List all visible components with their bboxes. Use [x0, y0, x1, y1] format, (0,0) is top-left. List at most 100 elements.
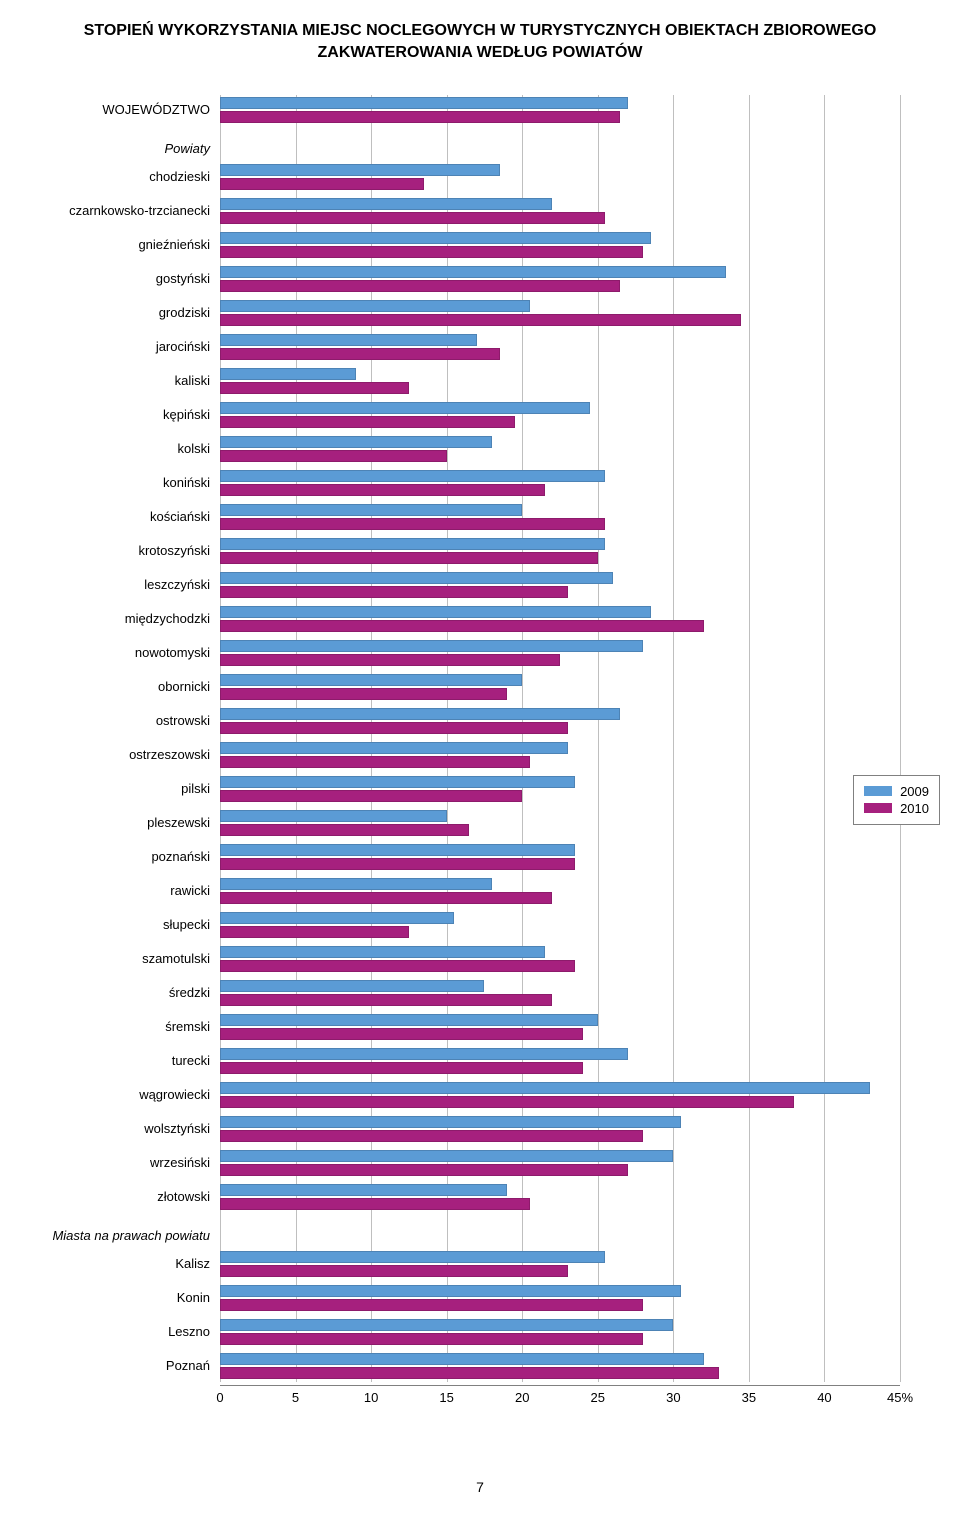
- category-row: kępiński: [220, 400, 900, 431]
- category-label: leszczyński: [25, 578, 210, 592]
- bars-wrap: [220, 1317, 900, 1348]
- category-row: turecki: [220, 1046, 900, 1077]
- category-label: rawicki: [25, 884, 210, 898]
- bar-2009: [220, 198, 552, 210]
- category-row-header: Powiaty: [220, 139, 900, 159]
- bar-2010: [220, 1198, 530, 1210]
- chart-container: WOJEWÓDZTWOPowiatychodzieskiczarnkowsko-…: [30, 95, 930, 1449]
- page-number: 7: [30, 1479, 930, 1495]
- category-label: gostyński: [25, 272, 210, 286]
- bar-2010: [220, 688, 507, 700]
- category-row: rawicki: [220, 876, 900, 907]
- bar-2009: [220, 844, 575, 856]
- category-label: Powiaty: [25, 142, 210, 156]
- bars-wrap: [220, 366, 900, 397]
- category-row: krotoszyński: [220, 536, 900, 567]
- bar-2009: [220, 1048, 628, 1060]
- category-row: chodzieski: [220, 162, 900, 193]
- bar-2009: [220, 164, 500, 176]
- title-line-2: ZAKWATEROWANIA WEDŁUG POWIATÓW: [318, 44, 643, 61]
- bar-2009: [220, 470, 605, 482]
- legend-item: 2010: [864, 801, 929, 816]
- bar-2010: [220, 111, 620, 123]
- bars-wrap: [220, 434, 900, 465]
- x-tick-label: 20: [515, 1390, 529, 1405]
- bar-2010: [220, 552, 598, 564]
- bar-2010: [220, 246, 643, 258]
- category-row: pilski: [220, 774, 900, 805]
- bars-wrap: [220, 1080, 900, 1111]
- bar-2009: [220, 1150, 673, 1162]
- bar-2010: [220, 586, 568, 598]
- bar-2010: [220, 1333, 643, 1345]
- bar-2010: [220, 756, 530, 768]
- bars-wrap: [220, 604, 900, 635]
- bar-2010: [220, 654, 560, 666]
- bars-wrap: [220, 910, 900, 941]
- category-row: Konin: [220, 1283, 900, 1314]
- bar-2009: [220, 810, 447, 822]
- category-label: szamotulski: [25, 952, 210, 966]
- category-label: Poznań: [25, 1359, 210, 1373]
- bar-2009: [220, 640, 643, 652]
- bars-wrap: [220, 468, 900, 499]
- bar-2010: [220, 348, 500, 360]
- bars-wrap: [220, 1114, 900, 1145]
- x-tick-label: 35: [742, 1390, 756, 1405]
- title-line-1: STOPIEŃ WYKORZYSTANIA MIEJSC NOCLEGOWYCH…: [84, 22, 877, 39]
- category-label: ostrzeszowski: [25, 748, 210, 762]
- category-row: gostyński: [220, 264, 900, 295]
- category-row: wrzesiński: [220, 1148, 900, 1179]
- bar-2010: [220, 1130, 643, 1142]
- bars-wrap: [220, 570, 900, 601]
- category-row: wągrowiecki: [220, 1080, 900, 1111]
- category-row: kościański: [220, 502, 900, 533]
- category-label: gnieźnieński: [25, 238, 210, 252]
- category-label: pleszewski: [25, 816, 210, 830]
- bar-2010: [220, 892, 552, 904]
- category-label: pilski: [25, 782, 210, 796]
- plot-area: WOJEWÓDZTWOPowiatychodzieskiczarnkowsko-…: [220, 95, 900, 1382]
- bar-2009: [220, 232, 651, 244]
- bars-wrap: [220, 1351, 900, 1382]
- gridline: [900, 95, 901, 1382]
- bars-wrap: [220, 842, 900, 873]
- category-row: wolsztyński: [220, 1114, 900, 1145]
- legend-item: 2009: [864, 784, 929, 799]
- bar-2009: [220, 912, 454, 924]
- bar-2010: [220, 382, 409, 394]
- bar-2010: [220, 1096, 794, 1108]
- category-row: międzychodzki: [220, 604, 900, 635]
- bar-2009: [220, 368, 356, 380]
- category-row: grodziski: [220, 298, 900, 329]
- bars-wrap: [220, 95, 900, 126]
- category-label: kościański: [25, 510, 210, 524]
- category-label: poznański: [25, 850, 210, 864]
- bar-2009: [220, 1184, 507, 1196]
- category-row: słupecki: [220, 910, 900, 941]
- bars-wrap: [220, 1182, 900, 1213]
- category-row: poznański: [220, 842, 900, 873]
- bar-2010: [220, 280, 620, 292]
- bar-2010: [220, 178, 424, 190]
- bars-wrap: [220, 740, 900, 771]
- bar-2010: [220, 1028, 583, 1040]
- chart-title: STOPIEŃ WYKORZYSTANIA MIEJSC NOCLEGOWYCH…: [30, 20, 930, 65]
- category-label: wolsztyński: [25, 1122, 210, 1136]
- category-row: jarociński: [220, 332, 900, 363]
- category-row: szamotulski: [220, 944, 900, 975]
- bar-2009: [220, 572, 613, 584]
- category-label: koniński: [25, 476, 210, 490]
- bar-2010: [220, 620, 704, 632]
- bar-2010: [220, 858, 575, 870]
- bars-wrap: [220, 230, 900, 261]
- bar-2010: [220, 824, 469, 836]
- category-row: ostrzeszowski: [220, 740, 900, 771]
- x-tick-label: 25: [591, 1390, 605, 1405]
- category-row: średzki: [220, 978, 900, 1009]
- category-label: kaliski: [25, 374, 210, 388]
- bar-2009: [220, 742, 568, 754]
- bar-2009: [220, 1082, 870, 1094]
- x-axis: 051015202530354045%: [220, 1385, 900, 1409]
- category-label: śremski: [25, 1020, 210, 1034]
